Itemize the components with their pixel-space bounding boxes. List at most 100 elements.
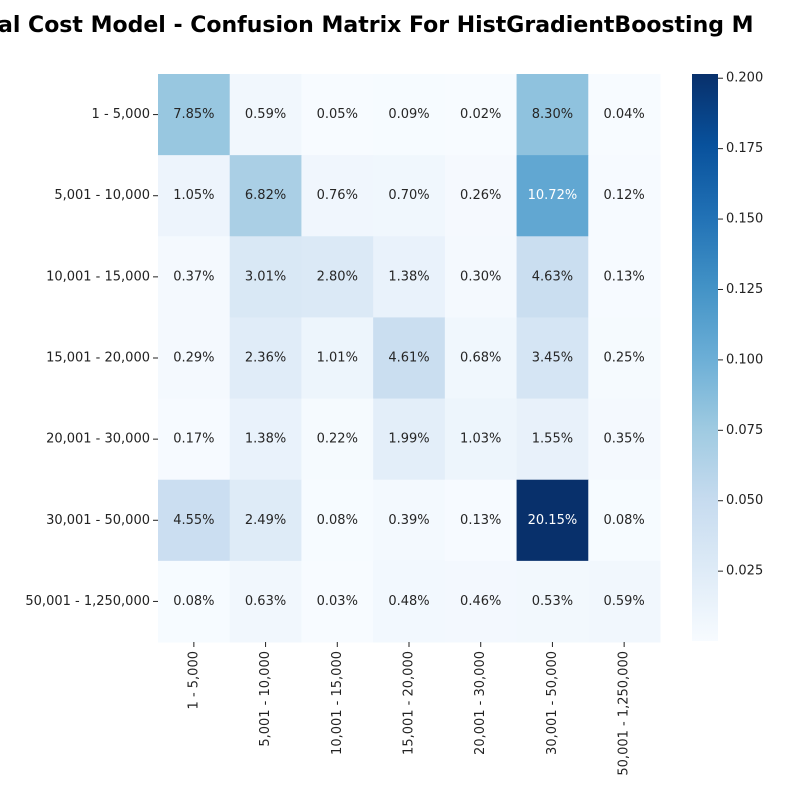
cell xyxy=(158,74,231,156)
cell-label: 0.37% xyxy=(173,269,214,284)
y-tick-label: 50,001 - 1,250,000 xyxy=(25,594,150,609)
colorbar-tick-label: 0.100 xyxy=(726,352,763,367)
x-tick-label: 5,001 - 10,000 xyxy=(258,651,273,747)
cell xyxy=(229,317,302,400)
cell-label: 2.80% xyxy=(317,269,358,284)
x-tick-label: 10,001 - 15,000 xyxy=(330,651,345,755)
cell-label: 0.76% xyxy=(317,188,358,203)
cell-label: 1.01% xyxy=(317,351,358,366)
cell xyxy=(373,398,446,481)
cell-label: 0.03% xyxy=(317,594,358,609)
cell-label: 0.63% xyxy=(245,594,286,609)
cell xyxy=(444,398,518,481)
cell-label: 0.53% xyxy=(532,594,573,609)
y-tick-label: 15,001 - 20,000 xyxy=(46,351,150,366)
cell-label: 0.17% xyxy=(173,432,214,447)
cell xyxy=(373,155,446,237)
cell-label: 0.35% xyxy=(603,432,644,447)
cell-label: 0.30% xyxy=(460,269,501,284)
cell xyxy=(516,74,589,156)
cell xyxy=(301,479,374,562)
cell-label: 1.03% xyxy=(460,432,501,447)
heatmap: 7.85% 0.59% 0.05% 0.09% 0.02% 8.30% 0.04% 1.05%… xyxy=(158,74,661,643)
cell xyxy=(588,560,661,643)
x-tick-label: 50,001 - 1,250,000 xyxy=(617,651,632,776)
cell-label: 20.15% xyxy=(528,513,578,528)
colorbar-tick-label: 0.125 xyxy=(726,282,763,297)
x-tick-label: 15,001 - 20,000 xyxy=(402,651,417,755)
cell-label: 1.55% xyxy=(532,432,573,447)
cell-label: 0.08% xyxy=(173,594,214,609)
colorbar-tick-label: 0.075 xyxy=(726,423,763,438)
cell-label: 2.49% xyxy=(245,513,286,528)
cell xyxy=(373,560,446,643)
cell xyxy=(229,398,302,481)
cell-label: 4.63% xyxy=(532,269,573,284)
cell-label: 0.08% xyxy=(317,513,358,528)
cell xyxy=(516,398,589,481)
cell-label: 0.25% xyxy=(603,351,644,366)
cell-label: 4.61% xyxy=(388,351,429,366)
colorbar-tick-label: 0.050 xyxy=(726,493,763,508)
cell xyxy=(229,74,302,156)
cell xyxy=(516,479,589,562)
cell xyxy=(373,479,446,562)
cell xyxy=(229,155,302,237)
cell xyxy=(588,317,661,400)
cell-label: 0.70% xyxy=(388,188,429,203)
cell-label: 0.59% xyxy=(603,594,644,609)
cell xyxy=(229,479,302,562)
y-tick-label: 1 - 5,000 xyxy=(92,107,150,122)
cell xyxy=(158,398,231,481)
cell-label: 6.82% xyxy=(245,188,286,203)
x-tick-label: 20,001 - 30,000 xyxy=(473,651,488,755)
cell-label: 0.39% xyxy=(388,513,429,528)
cell xyxy=(158,479,231,562)
cell-label: 0.13% xyxy=(460,513,501,528)
cell-label: 0.26% xyxy=(460,188,501,203)
cell xyxy=(373,236,446,318)
cell xyxy=(516,155,589,237)
cell-label: 0.04% xyxy=(603,107,644,122)
colorbar xyxy=(692,74,718,641)
cell xyxy=(444,155,518,237)
cell xyxy=(516,560,589,643)
colorbar-tick-label: 0.200 xyxy=(726,71,763,86)
cell xyxy=(229,236,302,318)
cell-label: 1.38% xyxy=(388,269,429,284)
cell-label: 0.48% xyxy=(388,594,429,609)
cell xyxy=(588,236,661,318)
cell-label: 0.05% xyxy=(317,107,358,122)
cell xyxy=(301,155,374,237)
cell-label: 0.13% xyxy=(603,269,644,284)
cell xyxy=(301,398,374,481)
cell xyxy=(516,236,589,318)
colorbar-tick-label: 0.025 xyxy=(726,564,763,579)
cell xyxy=(229,560,302,643)
y-tick-label: 5,001 - 10,000 xyxy=(54,188,150,203)
cell xyxy=(373,317,446,400)
cell xyxy=(444,317,518,400)
cell xyxy=(158,560,231,643)
x-tick-label: 30,001 - 50,000 xyxy=(545,651,560,755)
cell xyxy=(588,74,661,156)
cell-label: 0.12% xyxy=(603,188,644,203)
cell xyxy=(516,317,589,400)
y-tick-label: 10,001 - 15,000 xyxy=(46,269,150,284)
cell-label: 0.08% xyxy=(603,513,644,528)
cell xyxy=(301,560,374,643)
colorbar-tick-label: 0.150 xyxy=(726,212,763,227)
cell-label: 1.38% xyxy=(245,432,286,447)
y-tick-label: 20,001 - 30,000 xyxy=(46,432,150,447)
cell xyxy=(301,74,374,156)
cell-label: 0.68% xyxy=(460,351,501,366)
cell xyxy=(588,479,661,562)
cell xyxy=(373,74,446,156)
chart-title: al Cost Model - Confusion Matrix For His… xyxy=(0,13,754,38)
cell-label: 0.09% xyxy=(388,107,429,122)
cell-label: 4.55% xyxy=(173,513,214,528)
cell xyxy=(158,317,231,400)
cell-label: 7.85% xyxy=(173,107,214,122)
cell-label: 0.46% xyxy=(460,594,501,609)
